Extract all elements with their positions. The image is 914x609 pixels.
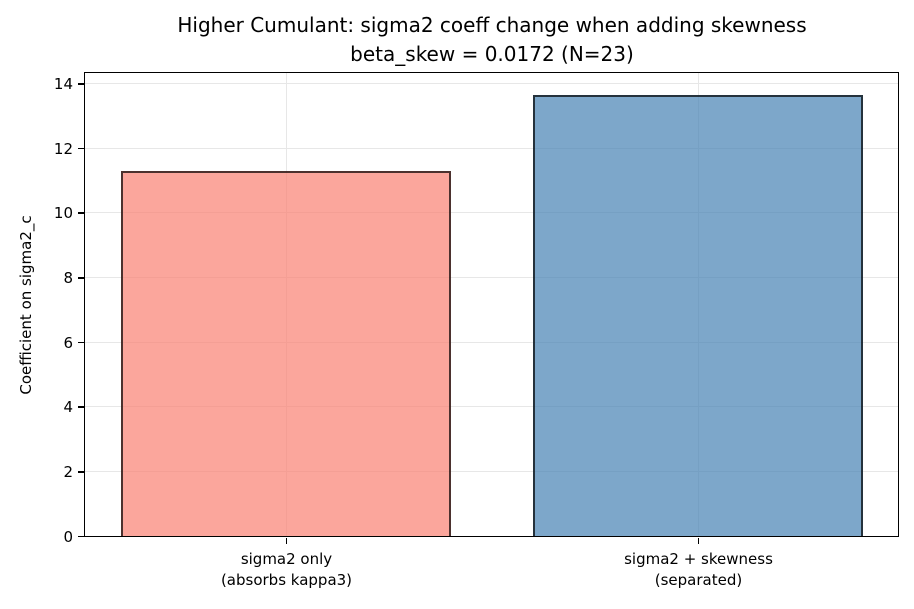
plot-area bbox=[84, 72, 899, 537]
y-tick-label: 12 bbox=[53, 139, 73, 158]
x-tick-label-0: sigma2 only (absorbs kappa3) bbox=[87, 549, 487, 591]
y-tick-mark bbox=[77, 277, 85, 279]
y-tick-label: 2 bbox=[63, 462, 73, 481]
y-tick-label: 8 bbox=[63, 268, 73, 287]
y-tick-label: 14 bbox=[53, 74, 73, 93]
y-tick-mark bbox=[77, 212, 85, 214]
gridline-horizontal bbox=[85, 341, 898, 343]
gridline-horizontal bbox=[85, 82, 898, 84]
x-tick-label-line: (separated) bbox=[654, 570, 743, 589]
gridline-horizontal bbox=[85, 212, 898, 214]
y-tick-label: 10 bbox=[53, 204, 73, 223]
y-tick-label: 0 bbox=[63, 527, 73, 546]
gridline-horizontal bbox=[85, 470, 898, 472]
gridline-horizontal bbox=[85, 276, 898, 278]
x-tick-label-1: sigma2 + skewness (separated) bbox=[499, 549, 899, 591]
x-tick-mark bbox=[697, 538, 700, 544]
y-tick-mark bbox=[77, 406, 85, 408]
y-tick-mark bbox=[77, 535, 85, 538]
chart-title: Higher Cumulant: sigma2 coeff change whe… bbox=[84, 11, 900, 69]
gridline-horizontal bbox=[85, 147, 898, 149]
y-axis-label: Coefficient on sigma2_c bbox=[17, 215, 35, 395]
y-tick-mark bbox=[77, 471, 85, 473]
x-tick-label-line: sigma2 only bbox=[240, 549, 333, 568]
chart-title-line2: beta_skew = 0.0172 (N=23) bbox=[350, 42, 634, 66]
chart-title-line1: Higher Cumulant: sigma2 coeff change whe… bbox=[177, 13, 807, 37]
y-tick-label: 6 bbox=[63, 333, 73, 352]
x-tick-label-line: sigma2 + skewness bbox=[624, 549, 773, 568]
y-tick-label: 4 bbox=[63, 398, 73, 417]
y-tick-mark bbox=[77, 147, 85, 150]
y-tick-mark bbox=[77, 341, 85, 344]
bar-1 bbox=[533, 94, 863, 536]
y-tick-mark bbox=[77, 83, 85, 85]
gridline-horizontal bbox=[85, 406, 898, 408]
x-tick-mark bbox=[285, 538, 288, 544]
x-tick-label-line: (absorbs kappa3) bbox=[220, 570, 353, 589]
bar-0 bbox=[121, 170, 451, 536]
